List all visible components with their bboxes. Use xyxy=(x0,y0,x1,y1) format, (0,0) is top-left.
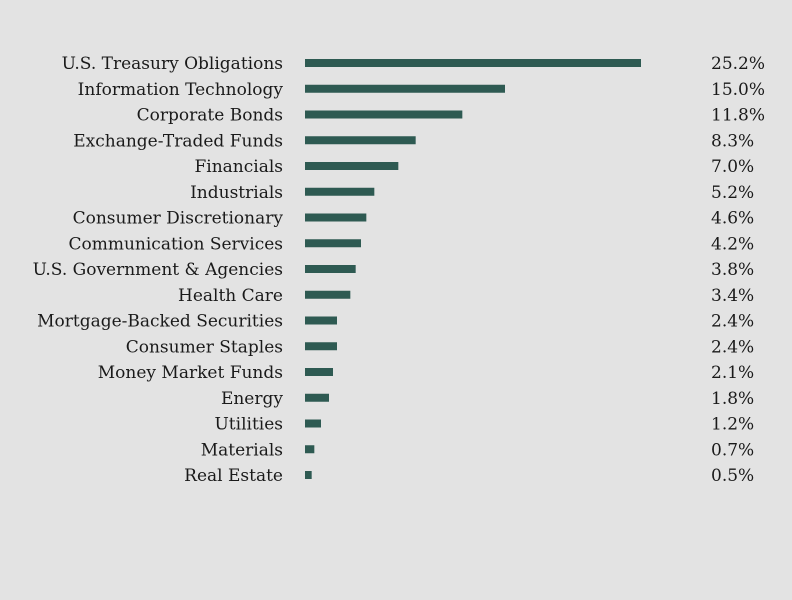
bar-exchange-traded-funds xyxy=(305,136,416,145)
value-label-industrials: 5.2% xyxy=(711,183,754,203)
bar-real-estate xyxy=(305,471,312,479)
value-label-real-estate: 0.5% xyxy=(711,466,754,486)
bar-money-market-funds xyxy=(305,368,333,376)
category-label-u-s-government-and-agencies: U.S. Government & Agencies xyxy=(33,260,283,280)
bar-u-s-government-and-agencies xyxy=(305,265,356,273)
value-label-corporate-bonds: 11.8% xyxy=(711,106,765,126)
bar-communication-services xyxy=(305,239,361,248)
category-label-energy: Energy xyxy=(221,389,283,409)
bar-information-technology xyxy=(305,84,505,93)
bar-energy xyxy=(305,393,329,402)
category-label-real-estate: Real Estate xyxy=(184,466,283,486)
value-label-u-s-government-and-agencies: 3.8% xyxy=(711,260,754,280)
value-label-energy: 1.8% xyxy=(711,389,754,409)
bar-consumer-discretionary xyxy=(305,213,367,222)
bar-corporate-bonds xyxy=(305,110,463,119)
value-label-u-s-treasury-obligations: 25.2% xyxy=(711,54,765,74)
value-label-utilities: 1.2% xyxy=(711,415,754,435)
bar-u-s-treasury-obligations xyxy=(305,59,641,67)
category-label-money-market-funds: Money Market Funds xyxy=(98,363,283,383)
value-label-consumer-staples: 2.4% xyxy=(711,337,754,357)
bar-utilities xyxy=(305,419,321,428)
category-label-industrials: Industrials xyxy=(190,183,283,203)
category-label-corporate-bonds: Corporate Bonds xyxy=(137,106,283,126)
bar-consumer-staples xyxy=(305,342,337,351)
category-label-communication-services: Communication Services xyxy=(68,234,283,254)
bars-group xyxy=(305,59,641,479)
category-label-u-s-treasury-obligations: U.S. Treasury Obligations xyxy=(62,54,283,74)
value-label-exchange-traded-funds: 8.3% xyxy=(711,131,754,151)
bar-materials xyxy=(305,445,315,454)
category-label-exchange-traded-funds: Exchange-Traded Funds xyxy=(73,131,283,151)
value-label-mortgage-backed-securities: 2.4% xyxy=(711,312,754,332)
category-label-consumer-staples: Consumer Staples xyxy=(126,337,283,357)
value-labels: 25.2% 15.0% 11.8% 8.3% 7.0% 5.2% 4.6% 4.2% 3.8% 3… xyxy=(711,54,765,486)
value-label-communication-services: 4.2% xyxy=(711,234,754,254)
bar-mortgage-backed-securities xyxy=(305,316,337,325)
category-label-utilities: Utilities xyxy=(214,415,283,435)
value-label-financials: 7.0% xyxy=(711,157,754,177)
bar-health-care xyxy=(305,290,351,299)
category-label-mortgage-backed-securities: Mortgage-Backed Securities xyxy=(37,312,283,332)
category-label-financials: Financials xyxy=(194,157,283,177)
bar-industrials xyxy=(305,187,375,196)
category-label-health-care: Health Care xyxy=(178,286,283,306)
category-label-materials: Materials xyxy=(201,440,283,460)
value-label-health-care: 3.4% xyxy=(711,286,754,306)
category-labels: U.S. Treasury Obligations Information Tec… xyxy=(33,54,284,486)
category-label-consumer-discretionary: Consumer Discretionary xyxy=(73,209,284,229)
value-label-materials: 0.7% xyxy=(711,440,754,460)
bar-financials xyxy=(305,162,399,170)
value-label-information-technology: 15.0% xyxy=(711,80,765,100)
value-label-consumer-discretionary: 4.6% xyxy=(711,209,754,229)
value-label-money-market-funds: 2.1% xyxy=(711,363,754,383)
category-label-information-technology: Information Technology xyxy=(78,80,284,100)
